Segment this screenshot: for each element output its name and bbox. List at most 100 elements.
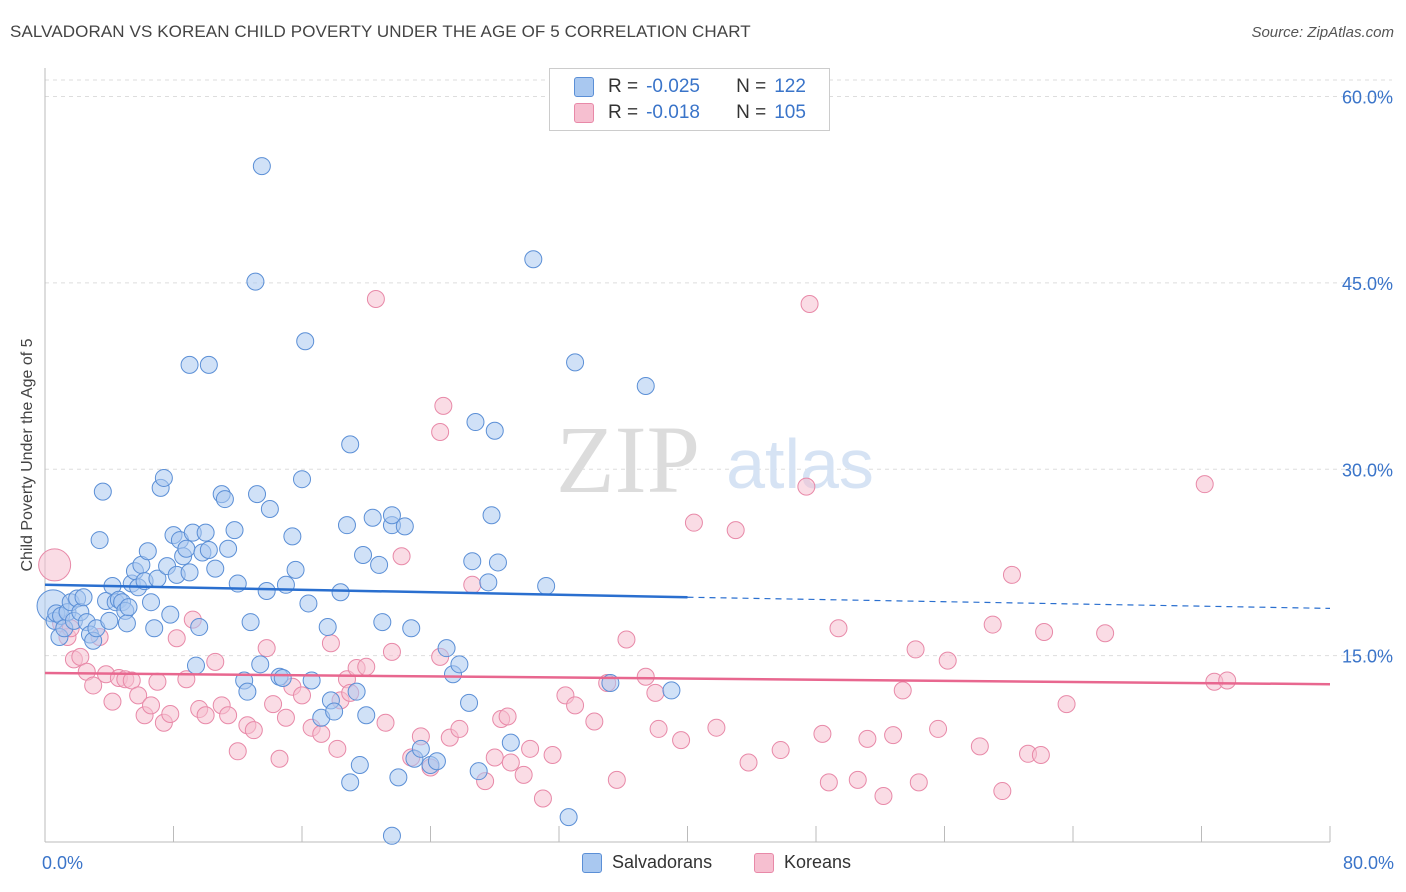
salvadoran-point [90, 531, 109, 550]
salvadoran-point [537, 577, 556, 596]
korean-point [321, 634, 340, 653]
korean-point [884, 726, 903, 745]
korean-point [819, 773, 838, 792]
watermark-zip: ZIP [556, 406, 700, 513]
salvadoran-point [117, 614, 136, 633]
korean-point [829, 619, 848, 638]
korean-point [649, 719, 668, 738]
korean-point [366, 290, 385, 309]
korean-point [392, 547, 411, 566]
r-label: R = [608, 102, 639, 123]
n-value: 122 [774, 76, 806, 97]
korean-point [906, 640, 925, 659]
korean-point [463, 575, 482, 594]
x-tick-min: 0.0% [42, 853, 84, 873]
watermark: ZIP atlas [556, 406, 874, 513]
salvadoran-point [180, 563, 199, 582]
salvadoran-point [238, 682, 257, 701]
bottom-legend-salvadoran: Salvadorans [582, 852, 712, 873]
axes [44, 68, 1331, 843]
korean-point [1218, 671, 1237, 690]
y-tick-label: 60.0% [1342, 88, 1393, 108]
salvadoran-point [566, 353, 585, 372]
salvadoran-point [186, 656, 205, 675]
salvadoran-point [331, 583, 350, 602]
korean-point [993, 782, 1012, 801]
korean-point [293, 686, 311, 705]
salvadoran-point [177, 539, 196, 558]
korean-point [739, 753, 758, 772]
korean-point [636, 667, 655, 686]
salvadoran-point [286, 560, 305, 579]
korean-point [257, 639, 276, 658]
korean-point [543, 746, 562, 765]
korean-point [983, 615, 1002, 634]
salvadoran-point [161, 605, 180, 624]
korean-point [970, 737, 989, 756]
salvadoran-point [411, 739, 430, 758]
korean-legend-swatch [754, 852, 774, 873]
korean-point [566, 696, 585, 715]
legend-row-salvadoran: R = -0.025 N = 122 [574, 74, 806, 100]
korean-point [206, 652, 225, 671]
korean-point [196, 706, 215, 725]
korean-point [498, 707, 517, 726]
korean-point [103, 692, 122, 711]
trend-lines [44, 583, 1331, 686]
korean-point [909, 773, 928, 792]
korean-point [848, 770, 867, 789]
salvadoran-point [337, 516, 356, 535]
salvadoran-point [273, 668, 292, 687]
salvadoran-trend-line [44, 583, 688, 599]
salvadoran-point [341, 435, 360, 454]
korean-point [431, 422, 450, 441]
korean-point [129, 686, 148, 705]
korean-point [270, 749, 289, 768]
salvadoran-point [225, 521, 244, 540]
korean-point [1002, 565, 1021, 584]
korean-swatch [574, 103, 594, 123]
salvadoran-point [74, 588, 93, 607]
salvadoran-point [389, 768, 408, 787]
korean-point [376, 713, 395, 732]
korean-point [1057, 695, 1076, 714]
salvadoran-point [460, 693, 479, 712]
korean-point [707, 718, 726, 737]
salvadoran-point [437, 639, 456, 658]
salvadoran-point [241, 613, 260, 632]
salvadoran-point [142, 593, 161, 612]
y-tick-labels: 15.0% 30.0% 45.0% 60.0% [1342, 88, 1393, 667]
korean-point [71, 647, 90, 666]
salvadoran-legend-swatch [582, 852, 602, 873]
salvadoran-point [382, 506, 401, 525]
salvadoran-point [318, 618, 337, 637]
korean-point [585, 712, 604, 731]
salvadoran-point [488, 553, 507, 572]
salvadoran-point [119, 598, 138, 617]
korean-point [1096, 624, 1115, 643]
salvadoran-point [283, 527, 302, 546]
korean-point [858, 729, 877, 748]
korean-point [84, 676, 103, 695]
salvadoran-point [485, 421, 504, 440]
salvadoran-point [293, 470, 311, 489]
salvadoran-point [402, 619, 421, 638]
salvadoran-point [196, 523, 215, 542]
salvadoran-point [299, 594, 318, 613]
salvadoran-point [100, 611, 119, 630]
korean-point [521, 739, 540, 758]
korean-point [244, 721, 263, 740]
korean-point [800, 294, 819, 313]
korean-point [485, 748, 504, 767]
korean-trend-line [44, 671, 1331, 686]
salvadoran-point [325, 702, 344, 721]
korean-point [328, 739, 347, 758]
salvadoran-point [248, 485, 267, 504]
korean-point [161, 705, 180, 724]
salvadoran-point [199, 355, 218, 374]
salvadoran-trend-extension [687, 596, 1331, 610]
korean-points [38, 290, 1237, 808]
korean-point [276, 708, 295, 727]
salvadoran-point [382, 826, 401, 845]
